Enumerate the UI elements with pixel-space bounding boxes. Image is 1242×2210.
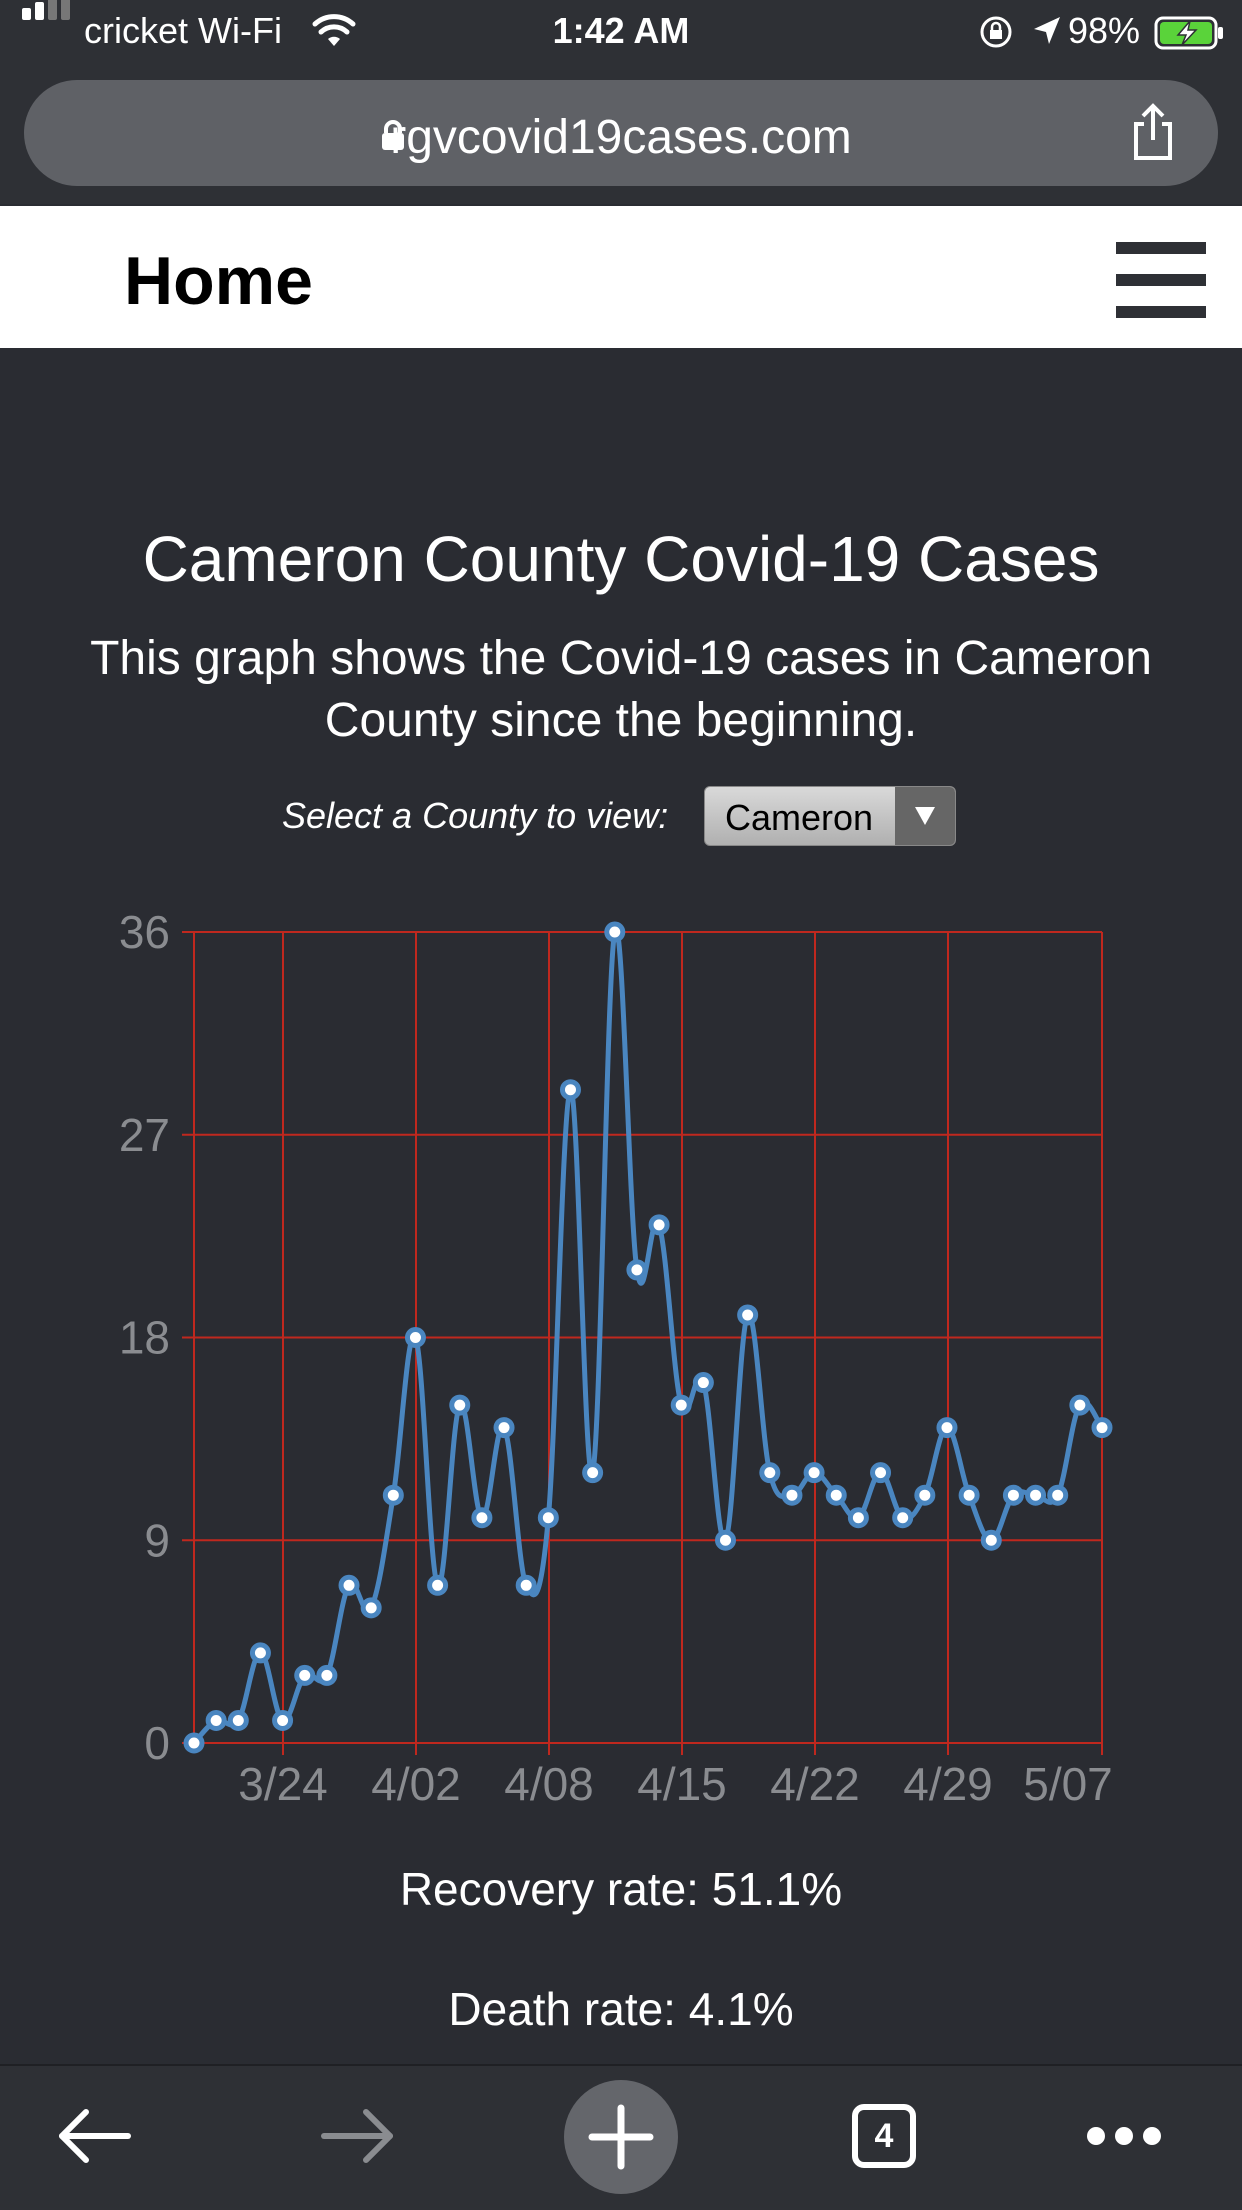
data-point [360, 1597, 382, 1619]
data-point [715, 1529, 737, 1551]
data-point [648, 1214, 670, 1236]
browser-address-area: rgvcovid19cases.com [0, 62, 1242, 204]
y-tick-label: 0 [144, 1717, 170, 1769]
clock: 1:42 AM [552, 10, 690, 51]
x-tick-label: 4/29 [903, 1758, 993, 1810]
address-bar[interactable]: rgvcovid19cases.com [24, 80, 1218, 186]
status-bar: cricket Wi-Fi 1:42 AM 98% [0, 0, 1242, 62]
data-point [1047, 1484, 1069, 1506]
location-icon [1034, 17, 1060, 44]
url-text[interactable]: rgvcovid19cases.com [390, 111, 852, 164]
y-tick-label: 27 [119, 1109, 170, 1161]
data-point [338, 1574, 360, 1596]
data-point [249, 1642, 271, 1664]
y-tick-label: 9 [144, 1514, 170, 1566]
data-point [471, 1507, 493, 1529]
hamburger-menu-icon[interactable] [1116, 242, 1206, 318]
chevron-down-icon [895, 787, 955, 845]
data-point [227, 1709, 249, 1731]
y-tick-label: 36 [119, 906, 170, 958]
orientation-lock-icon [980, 16, 1012, 48]
data-point [582, 1462, 604, 1484]
data-point [427, 1574, 449, 1596]
data-point [1025, 1484, 1047, 1506]
chart-description: This graph shows the Covid-19 cases in C… [0, 628, 1242, 752]
data-point [781, 1484, 803, 1506]
data-point [892, 1507, 914, 1529]
data-point [1091, 1417, 1113, 1439]
data-point [382, 1484, 404, 1506]
battery-charging-icon [1154, 16, 1223, 50]
recovery-rate: Recovery rate: 51.1% [399, 1863, 843, 1915]
data-point [626, 1259, 648, 1281]
tabs-button[interactable]: 4 [852, 2104, 916, 2168]
data-point [847, 1507, 869, 1529]
data-point [870, 1462, 892, 1484]
new-tab-button[interactable] [564, 2080, 678, 2194]
data-point [205, 1709, 227, 1731]
data-point [272, 1709, 294, 1731]
data-point [914, 1484, 936, 1506]
cases-line-chart: 0 9 18 27 36 3/24 4/02 4/08 4/15 4/22 4/29 5/07 [119, 906, 1113, 1810]
data-point [604, 921, 626, 943]
chart-heading: Cameron County Covid-19 Cases [142, 523, 1100, 595]
battery-percent: 98% [1068, 10, 1141, 51]
description-line-2: County since the beginning. [324, 694, 918, 747]
page-title[interactable]: Home [124, 243, 313, 319]
death-rate: Death rate: 4.1% [448, 1983, 794, 2035]
data-point [737, 1304, 759, 1326]
more-options-icon[interactable] [1084, 2124, 1164, 2148]
x-tick-label: 4/22 [770, 1758, 860, 1810]
x-tick-label: 4/02 [371, 1758, 461, 1810]
data-point [1069, 1394, 1091, 1416]
forward-arrow-icon[interactable] [318, 2106, 398, 2166]
county-select-value: Cameron [725, 797, 874, 838]
county-select-label: Select a County to view: [282, 795, 669, 836]
data-point [449, 1394, 471, 1416]
data-point [515, 1574, 537, 1596]
data-point [294, 1664, 316, 1686]
data-point [980, 1529, 1002, 1551]
data-point [559, 1079, 581, 1101]
series-line [192, 926, 1105, 1745]
x-tick-label: 5/07 [1023, 1758, 1113, 1810]
y-tick-label: 18 [119, 1312, 170, 1364]
x-tick-label: 4/15 [637, 1758, 727, 1810]
wifi-icon [312, 14, 356, 46]
x-tick-label: 4/08 [504, 1758, 594, 1810]
browser-toolbar: 4 [0, 2064, 1242, 2210]
data-point [316, 1664, 338, 1686]
carrier-name: cricket Wi-Fi [84, 10, 282, 51]
data-point [692, 1372, 714, 1394]
description-line-1: This graph shows the Covid-19 cases in C… [90, 632, 1152, 685]
share-icon[interactable] [1128, 102, 1178, 162]
data-point [825, 1484, 847, 1506]
data-point [670, 1394, 692, 1416]
site-header: Home [0, 206, 1242, 348]
data-point [803, 1462, 825, 1484]
data-point [759, 1462, 781, 1484]
data-point [936, 1417, 958, 1439]
back-arrow-icon[interactable] [54, 2106, 134, 2166]
plus-icon [588, 2104, 654, 2170]
padlock-icon [382, 120, 404, 150]
data-point [537, 1507, 559, 1529]
data-point [493, 1417, 515, 1439]
data-point [1002, 1484, 1024, 1506]
data-point [183, 1732, 205, 1754]
data-point [958, 1484, 980, 1506]
data-point [404, 1327, 426, 1348]
county-select[interactable]: Cameron [704, 786, 956, 846]
x-tick-label: 3/24 [238, 1758, 328, 1810]
